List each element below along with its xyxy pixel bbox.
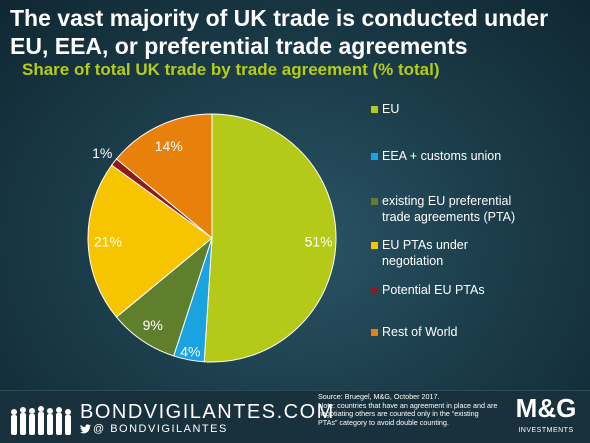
- slice-label-4: 1%: [92, 145, 112, 161]
- note-text: Note: countries that have an agreement i…: [318, 400, 498, 427]
- legend-label-3: EU PTAs under negotiation: [382, 238, 468, 268]
- legend-swatch-1: [371, 153, 378, 160]
- slice-label-3: 21%: [94, 233, 122, 249]
- pie-chart: 51% 4% 9% 21% 1% 14%: [87, 113, 337, 363]
- pie-slice-3: [87, 164, 213, 318]
- twitter-bird-icon: [80, 424, 91, 434]
- legend-item-0: EU: [371, 101, 586, 117]
- legend-item-1: EEA + customs union: [371, 148, 586, 164]
- footer: BONDVIGILANTES.COM @ BONDVIGILANTES Sour…: [0, 390, 590, 443]
- source-text: Source: Bruegel, M&G, October 2017.: [318, 392, 440, 401]
- page-title: The vast majority of UK trade is conduct…: [10, 5, 549, 59]
- legend-label-4: Potential EU PTAs: [382, 283, 485, 297]
- chart-subtitle: Share of total UK trade by trade agreeme…: [22, 60, 440, 79]
- mg-investments-logo: M&G INVESTMENTS: [505, 393, 587, 441]
- twitter-handle[interactable]: @ BONDVIGILANTES: [80, 423, 228, 435]
- legend-label-5: Rest of World: [382, 325, 458, 339]
- legend-swatch-3: [371, 242, 378, 249]
- legend-swatch-4: [371, 287, 378, 294]
- vigilantes-silhouette-icon: [8, 397, 74, 439]
- legend-label-0: EU: [382, 102, 400, 116]
- source-note: Source: Bruegel, M&G, October 2017. Note…: [318, 392, 498, 427]
- legend-swatch-2: [371, 198, 378, 205]
- twitter-handle-text: @ BONDVIGILANTES: [93, 423, 228, 435]
- slice-label-0: 51%: [305, 233, 333, 249]
- legend-label-1: EEA + customs union: [382, 149, 502, 163]
- brand-link[interactable]: BONDVIGILANTES.COM: [80, 401, 335, 423]
- legend-item-5: Rest of World: [371, 324, 586, 340]
- slice-label-2: 9%: [143, 317, 163, 333]
- slice-label-5: 14%: [155, 138, 183, 154]
- pie-slice-5: [115, 113, 213, 240]
- legend-item-3: EU PTAs under negotiation: [371, 237, 586, 269]
- slice-label-1: 4%: [180, 343, 200, 359]
- legend-swatch-0: [371, 106, 378, 113]
- legend-swatch-5: [371, 329, 378, 336]
- legend-item-2: existing EU preferential trade agreement…: [371, 193, 586, 225]
- mg-logo-subtext: INVESTMENTS: [518, 427, 574, 434]
- legend-label-2: existing EU preferential trade agreement…: [382, 194, 516, 224]
- mg-logo-text: M&G: [515, 393, 577, 423]
- pie-slice-0: [203, 113, 337, 363]
- legend-item-4: Potential EU PTAs: [371, 282, 586, 298]
